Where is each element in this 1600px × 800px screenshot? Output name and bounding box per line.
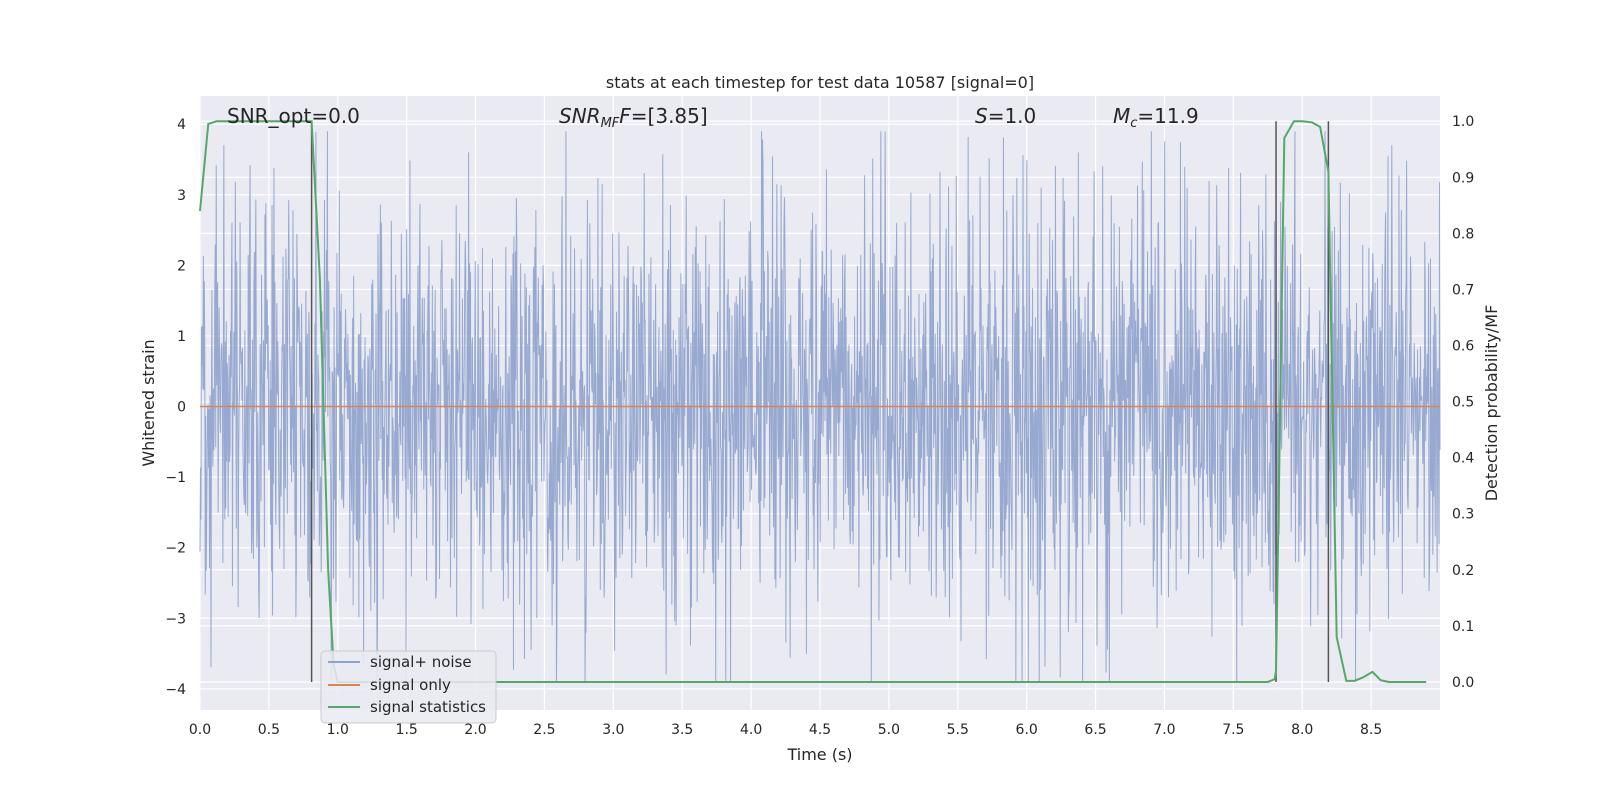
y-right-tick-label: 0.4 <box>1452 451 1474 467</box>
legend-label-statistics: signal statistics <box>370 698 486 716</box>
series-signal-noise <box>199 131 1441 682</box>
series-signal-statistics <box>199 120 1427 683</box>
y-tick-label: −1 <box>165 470 186 486</box>
x-axis-label: Time (s) <box>786 745 852 764</box>
legend-box <box>320 650 497 724</box>
y-axis-label: Whitened strain <box>139 339 158 466</box>
y-tick-label: 4 <box>177 117 186 133</box>
x-tick-label: 5.0 <box>878 722 900 738</box>
y-axis-right-label: Detection probability/MF <box>1482 305 1501 502</box>
x-tick-label: 2.5 <box>533 722 555 738</box>
y-right-tick-label: 0.1 <box>1452 619 1474 635</box>
y-tick-label: −3 <box>165 611 186 627</box>
legend: signal+ noise signal only signal statist… <box>320 650 497 724</box>
y-right-tick-label: 0.2 <box>1452 563 1474 579</box>
annotation-mc: Mc=11.9 <box>1113 104 1199 131</box>
x-tick-label: 0.0 <box>189 722 211 738</box>
x-tick-label: 1.0 <box>327 722 349 738</box>
x-tick-label: 7.5 <box>1222 722 1244 738</box>
x-tick-label: 3.0 <box>602 722 624 738</box>
y-right-tick-label: 0.5 <box>1452 395 1474 411</box>
x-tick-label: 8.5 <box>1360 722 1382 738</box>
y-right-tick-label: 0.8 <box>1452 226 1474 242</box>
x-tick-label: 0.5 <box>258 722 280 738</box>
x-tick-label: 1.5 <box>396 722 418 738</box>
annotation-snr-mf: SNRMFF=[3.85] <box>559 104 708 131</box>
x-tick-label: 4.5 <box>809 722 831 738</box>
x-tick-label: 5.5 <box>947 722 969 738</box>
y-tick-label: 1 <box>177 329 186 345</box>
y-tick-label: −4 <box>165 682 186 698</box>
noise-trace <box>199 131 1441 682</box>
y-tick-label: −2 <box>165 541 186 557</box>
x-tick-label: 8.0 <box>1291 722 1313 738</box>
x-tick-label: 4.0 <box>740 722 762 738</box>
y-right-tick-label: 0.0 <box>1452 675 1474 691</box>
y-right-tick-label: 0.3 <box>1452 507 1474 523</box>
y-tick-label: 3 <box>177 188 186 204</box>
x-tick-label: 6.5 <box>1084 722 1106 738</box>
y-right-tick-label: 0.9 <box>1452 170 1474 186</box>
y-right-tick-label: 0.7 <box>1452 282 1474 298</box>
y-right-tick-label: 0.6 <box>1452 339 1474 355</box>
legend-label-signal-only: signal only <box>370 676 451 694</box>
statistics-line <box>199 120 1427 683</box>
legend-label-noise: signal+ noise <box>370 653 472 671</box>
x-tick-label: 3.5 <box>671 722 693 738</box>
y-tick-label: 2 <box>177 258 186 274</box>
y-right-tick-label: 1.0 <box>1452 114 1474 130</box>
x-tick-label: 2.0 <box>464 722 486 738</box>
chart-title: stats at each timestep for test data 105… <box>606 73 1034 92</box>
x-tick-label: 7.0 <box>1153 722 1175 738</box>
y-tick-label: 0 <box>177 400 186 416</box>
annotation-s: S=1.0 <box>975 104 1036 128</box>
annotation-snr-opt: SNR_opt=0.0 <box>227 104 360 128</box>
tick-labels: 0.0 0.5 1.0 1.5 2.0 2.5 3.0 3.5 4.0 4.5 5.0 5.5 6.0 6… <box>165 114 1474 738</box>
x-tick-label: 6.0 <box>1016 722 1038 738</box>
